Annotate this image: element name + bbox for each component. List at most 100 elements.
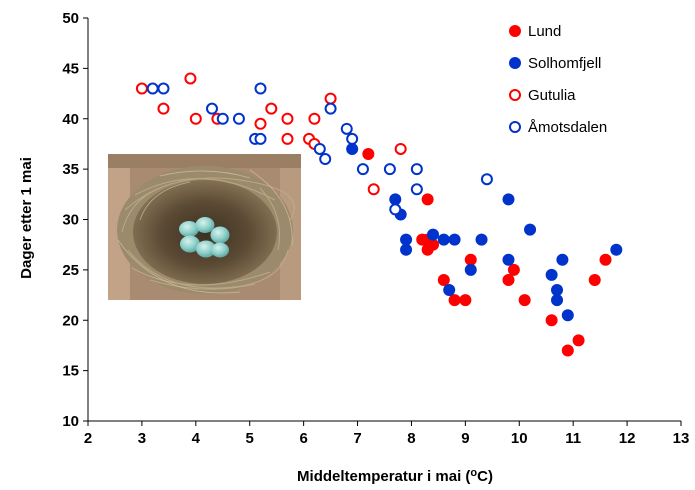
- series-solhomfjell: [346, 142, 623, 322]
- data-points: [135, 72, 623, 357]
- x-tick-label: 2: [84, 430, 92, 447]
- data-point: [157, 82, 170, 95]
- data-point: [400, 233, 413, 246]
- legend: Lund Solhomfjell Gutulia Åmotsdalen: [509, 23, 607, 136]
- legend-marker: [509, 89, 521, 101]
- data-point: [502, 253, 515, 266]
- x-tick-label: 3: [138, 430, 146, 447]
- data-point: [437, 273, 450, 286]
- data-point: [389, 193, 402, 206]
- data-point: [281, 132, 294, 145]
- data-point: [502, 193, 515, 206]
- y-tick-label: 20: [62, 312, 79, 329]
- data-point: [545, 314, 558, 327]
- legend-label: Lund: [528, 23, 561, 40]
- data-point: [459, 294, 472, 307]
- data-point: [324, 102, 337, 115]
- data-point: [545, 268, 558, 281]
- x-tick-label: 8: [407, 430, 415, 447]
- data-point: [464, 263, 477, 276]
- data-point: [346, 132, 359, 145]
- x-tick-label: 5: [246, 430, 254, 447]
- data-point: [572, 334, 585, 347]
- data-point: [184, 72, 197, 85]
- data-point: [437, 233, 450, 246]
- data-point: [216, 112, 229, 125]
- data-point: [410, 183, 423, 196]
- data-point: [610, 243, 623, 256]
- data-point: [427, 238, 440, 251]
- x-tick-label: 12: [619, 430, 636, 447]
- data-point: [356, 163, 369, 176]
- data-point: [340, 122, 353, 135]
- data-point: [421, 193, 434, 206]
- data-point: [588, 273, 601, 286]
- data-point: [502, 273, 515, 286]
- data-point: [313, 142, 326, 155]
- data-point: [324, 92, 337, 105]
- y-tick-label: 15: [62, 363, 79, 380]
- data-point: [254, 132, 267, 145]
- data-point: [507, 263, 520, 276]
- legend-label: Åmotsdalen: [528, 119, 607, 136]
- y-tick-label: 50: [62, 10, 79, 27]
- data-point: [281, 112, 294, 125]
- data-point: [448, 294, 461, 307]
- data-point: [475, 233, 488, 246]
- legend-marker: [509, 121, 521, 133]
- data-point: [448, 233, 461, 246]
- data-point: [524, 223, 537, 236]
- x-tick-label: 11: [565, 430, 581, 447]
- data-point: [232, 112, 245, 125]
- x-axis-ticks: 2 3 4 5 6 7 8 9 10 11 12 13: [84, 421, 690, 447]
- x-tick-label: 4: [192, 430, 201, 447]
- x-axis-title: Middeltemperatur i mai (oC): [297, 467, 493, 485]
- legend-label: Gutulia: [528, 87, 576, 104]
- data-point: [308, 112, 321, 125]
- data-point: [254, 82, 267, 95]
- data-point: [480, 173, 493, 186]
- data-point: [464, 253, 477, 266]
- data-point: [189, 112, 202, 125]
- x-tick-label: 10: [511, 430, 528, 447]
- y-tick-label: 45: [62, 60, 79, 77]
- nest-with-eggs-photo: [108, 154, 301, 300]
- series-lund: [362, 148, 612, 357]
- data-point: [427, 228, 440, 241]
- data-point: [157, 102, 170, 115]
- y-tick-label: 25: [62, 262, 79, 279]
- y-tick-label: 35: [62, 161, 79, 178]
- data-point: [135, 82, 148, 95]
- data-point: [346, 142, 359, 155]
- data-point: [443, 284, 456, 297]
- x-tick-label: 13: [673, 430, 690, 447]
- y-axis-ticks: 10 15 20 25 30 35 40 45 50: [62, 10, 88, 430]
- eggs: [179, 217, 230, 258]
- y-tick-label: 40: [62, 111, 79, 128]
- data-point: [599, 253, 612, 266]
- data-point: [551, 294, 564, 307]
- data-point: [518, 294, 531, 307]
- x-tick-label: 9: [461, 430, 469, 447]
- data-point: [383, 163, 396, 176]
- legend-marker: [509, 25, 521, 37]
- data-point: [551, 284, 564, 297]
- series-gutulia: [135, 72, 407, 196]
- data-point: [389, 203, 402, 216]
- legend-marker: [509, 57, 521, 69]
- y-axis-title: Dager etter 1 mai: [18, 157, 35, 279]
- y-tick-label: 10: [62, 413, 79, 430]
- data-point: [367, 183, 380, 196]
- data-point: [254, 117, 267, 130]
- y-tick-label: 30: [62, 212, 79, 229]
- data-point: [362, 148, 375, 161]
- data-point: [394, 142, 407, 155]
- data-point: [146, 82, 159, 95]
- data-point: [561, 309, 574, 322]
- data-point: [410, 163, 423, 176]
- legend-label: Solhomfjell: [528, 55, 601, 72]
- x-tick-label: 6: [299, 430, 307, 447]
